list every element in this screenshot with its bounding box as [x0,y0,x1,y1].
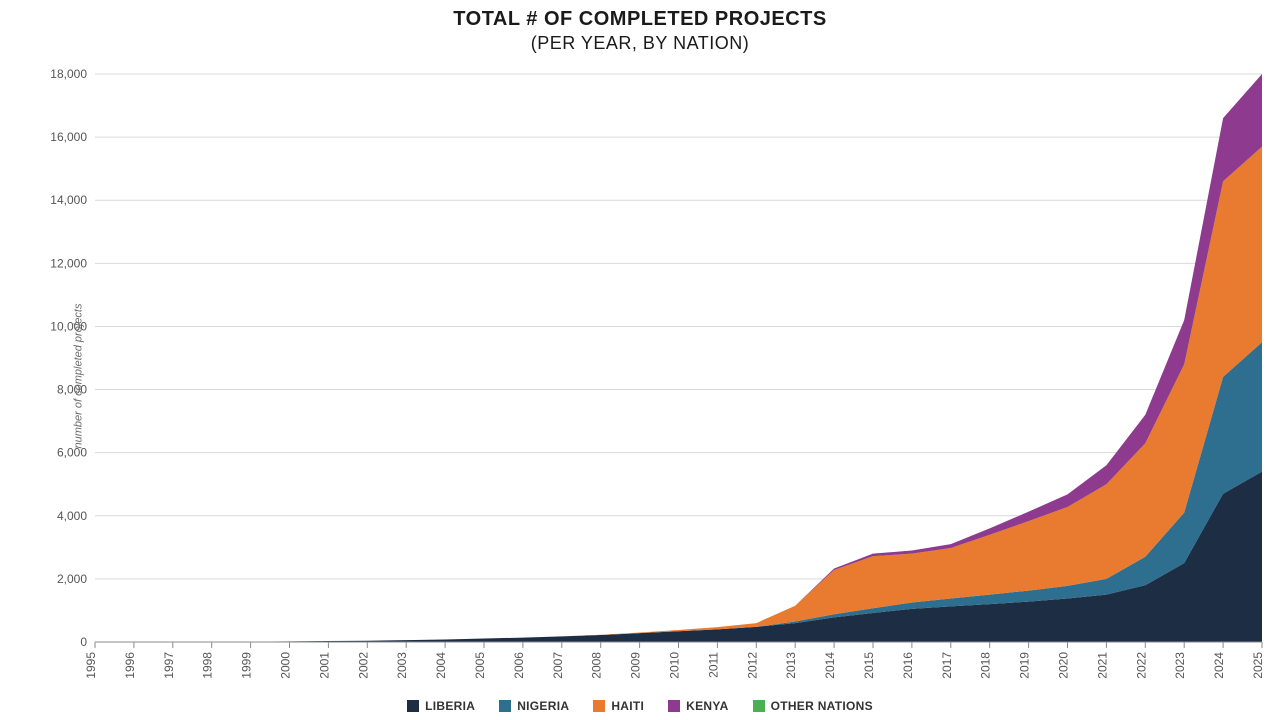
svg-text:4,000: 4,000 [57,509,87,523]
svg-text:2007: 2007 [551,652,565,679]
svg-text:16,000: 16,000 [50,130,87,144]
svg-text:2012: 2012 [745,652,759,679]
y-axis-label: number of completed projects [72,303,84,448]
svg-text:2005: 2005 [473,652,487,679]
legend-item-kenya: KENYA [668,699,728,713]
svg-text:2,000: 2,000 [57,572,87,586]
svg-text:18,000: 18,000 [50,67,87,81]
svg-text:2006: 2006 [512,652,526,679]
area-haiti [95,147,1262,642]
svg-text:2009: 2009 [629,652,643,679]
svg-text:2015: 2015 [862,652,876,679]
svg-text:2002: 2002 [356,652,370,679]
svg-text:2004: 2004 [434,652,448,679]
legend-swatch [753,700,765,712]
svg-text:2000: 2000 [279,652,293,679]
svg-text:2011: 2011 [706,652,720,678]
svg-text:2020: 2020 [1057,652,1071,679]
svg-text:2016: 2016 [901,652,915,679]
svg-text:2021: 2021 [1095,652,1109,679]
svg-text:2017: 2017 [940,652,954,679]
svg-text:1996: 1996 [123,652,137,679]
svg-text:2019: 2019 [1018,652,1032,679]
svg-text:14,000: 14,000 [50,193,87,207]
legend-label: LIBERIA [425,699,475,713]
legend-swatch [593,700,605,712]
legend-swatch [499,700,511,712]
svg-text:2010: 2010 [668,652,682,679]
svg-text:2022: 2022 [1134,652,1148,679]
svg-text:2001: 2001 [317,652,331,679]
title-block: TOTAL # OF COMPLETED PROJECTS (PER YEAR,… [0,0,1280,54]
legend-item-haiti: HAITI [593,699,644,713]
legend-item-liberia: LIBERIA [407,699,475,713]
legend-label: HAITI [611,699,644,713]
chart-title: TOTAL # OF COMPLETED PROJECTS [0,8,1280,31]
svg-text:2014: 2014 [823,652,837,679]
svg-text:2018: 2018 [979,652,993,679]
legend-swatch [668,700,680,712]
legend-label: NIGERIA [517,699,569,713]
svg-text:12,000: 12,000 [50,256,87,270]
svg-text:2023: 2023 [1173,652,1187,679]
svg-text:0: 0 [80,635,87,649]
svg-text:2013: 2013 [784,652,798,679]
svg-text:1997: 1997 [162,652,176,679]
svg-text:1998: 1998 [201,652,215,679]
legend-item-other-nations: OTHER NATIONS [753,699,873,713]
svg-text:1999: 1999 [240,652,254,679]
legend-label: KENYA [686,699,728,713]
legend-item-nigeria: NIGERIA [499,699,569,713]
chart-area: number of completed projects 0 2,000 4,000… [0,54,1280,697]
svg-text:2025: 2025 [1251,652,1265,679]
legend-label: OTHER NATIONS [771,699,873,713]
legend: LIBERIA NIGERIA HAITI KENYA OTHER NATIONS [0,699,1280,713]
legend-swatch [407,700,419,712]
svg-text:2024: 2024 [1212,652,1226,679]
stacked-area-chart: 02,0004,0006,0008,00010,00012,00014,0001… [0,54,1280,692]
chart-subtitle: (PER YEAR, BY NATION) [0,33,1280,54]
svg-text:2003: 2003 [395,652,409,679]
svg-text:1995: 1995 [84,652,98,679]
svg-text:2008: 2008 [590,652,604,679]
